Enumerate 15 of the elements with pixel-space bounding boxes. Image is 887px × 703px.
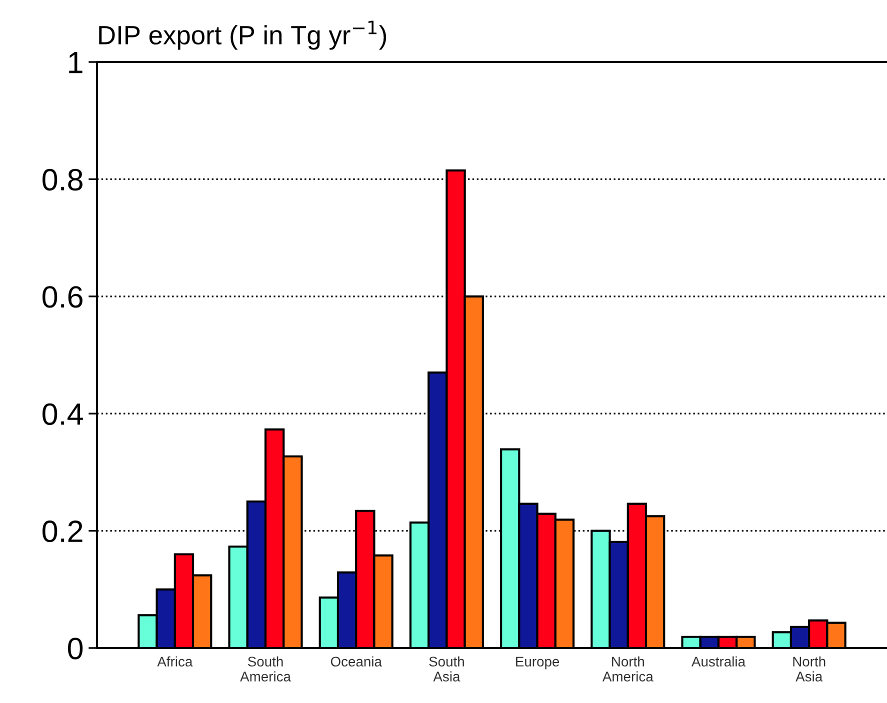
x-tick-label: South America [240, 656, 291, 682]
x-tick-label: Oceania [330, 656, 382, 667]
y-tick-label: 0.6 [42, 286, 82, 308]
x-tick-label: North Asia [793, 656, 826, 682]
x-tick-label: Australia [692, 656, 746, 667]
y-tick-label: 0 [68, 638, 83, 660]
x-tick-label: North America [602, 656, 654, 682]
x-tick-label: Africa [157, 656, 193, 667]
y-tick-label: 0.4 [42, 403, 83, 425]
x-tick-label: South Asia [429, 656, 464, 682]
y-tick-label: 0.8 [42, 168, 82, 191]
chart-title: DIP export (P in Tg yr$^{−1}$) [99, 20, 386, 50]
y-tick-label: 0.2 [42, 520, 82, 542]
x-tick-label: Europe [516, 656, 560, 670]
y-tick-label: 1 [69, 52, 82, 74]
